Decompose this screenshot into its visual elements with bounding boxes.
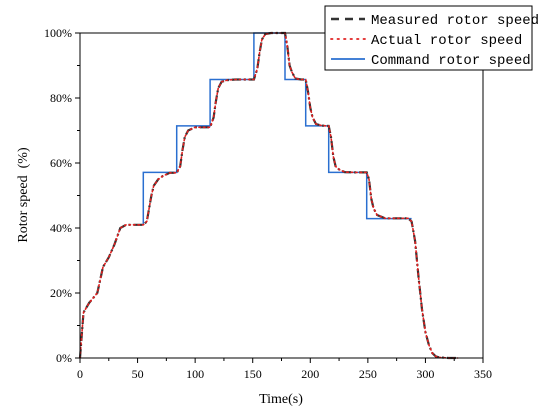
x-tick-label: 150 — [244, 367, 262, 381]
legend-label-1: Actual rotor speed — [371, 33, 522, 49]
y-tick-label: 60% — [50, 156, 72, 170]
y-tick-label: 20% — [50, 286, 72, 300]
y-tick-label: 40% — [50, 221, 72, 235]
x-axis-label: Time(s) — [259, 392, 303, 407]
legend-label-0: Measured rotor speed — [371, 13, 539, 29]
x-tick-label: 100 — [186, 367, 204, 381]
x-tick-label: 250 — [359, 367, 377, 381]
x-tick-label: 300 — [416, 367, 434, 381]
x-tick-label: 200 — [301, 367, 319, 381]
series-line-1 — [79, 32, 459, 359]
series-layer — [78, 31, 459, 360]
y-tick-label: 80% — [50, 91, 72, 105]
y-axis-label: Rotor speed (%) — [16, 147, 31, 243]
x-tick-label: 350 — [474, 367, 492, 381]
y-tick-label: 0% — [56, 351, 72, 365]
x-tick-label: 50 — [132, 367, 144, 381]
legend-label-2: Command rotor speed — [371, 53, 531, 69]
legend: Measured rotor speed Actual rotor speed Co… — [324, 5, 539, 71]
ticks-layer: 0 50 100 150 200 250 300 350 0% 20% 40% 60% 80% 100% — [44, 26, 492, 381]
series-line-0 — [78, 31, 458, 360]
x-tick-label: 0 — [77, 367, 83, 381]
y-tick-label: 100% — [44, 26, 72, 40]
